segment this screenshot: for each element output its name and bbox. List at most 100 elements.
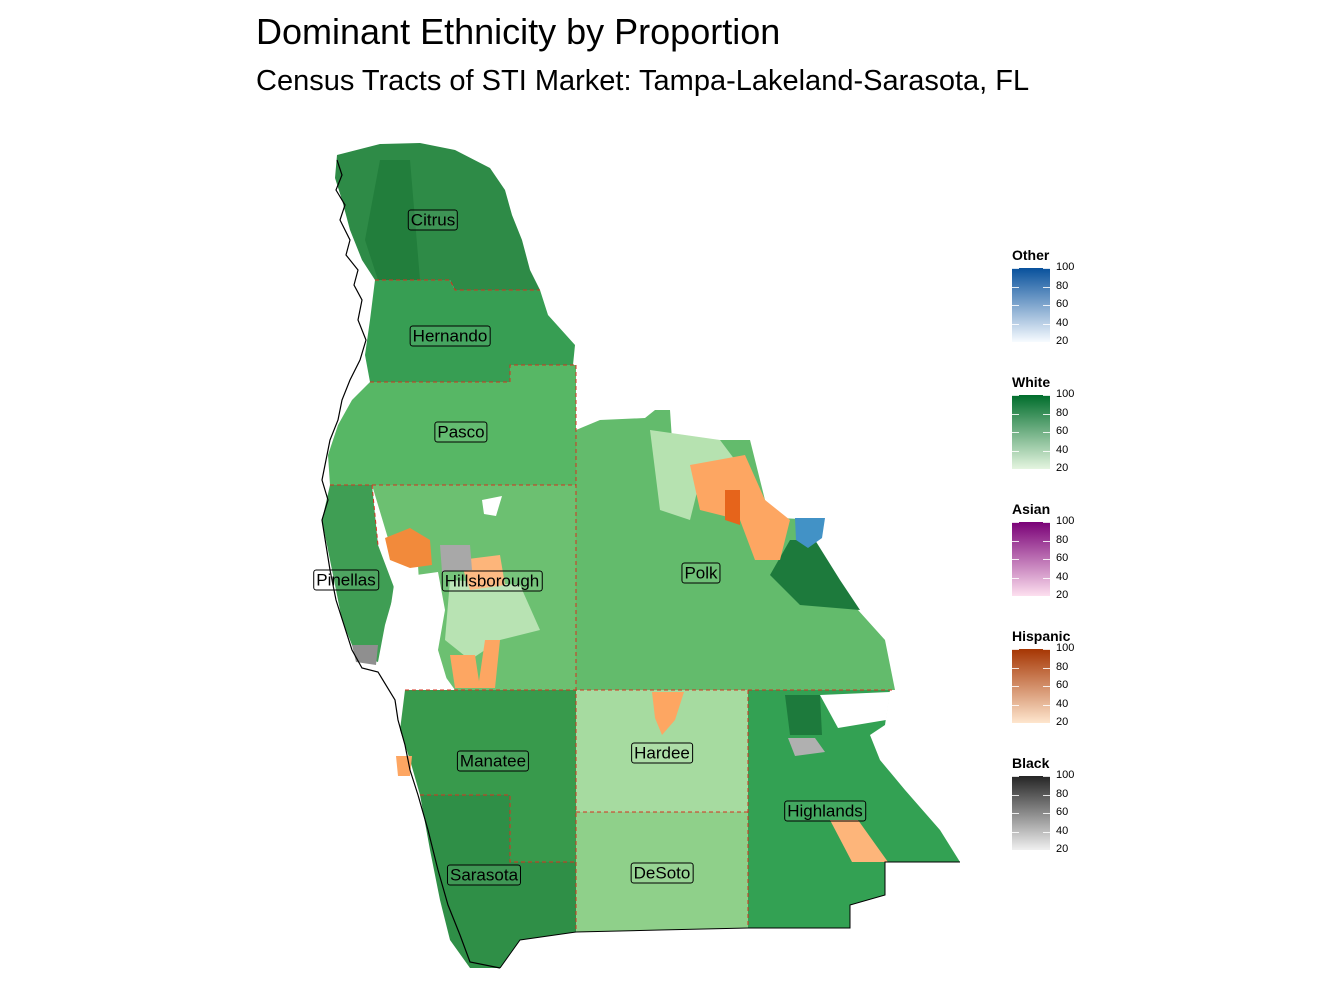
legend-tick-mark <box>1012 649 1019 650</box>
legend-tick-label: 80 <box>1056 660 1069 673</box>
legend-other: Other 100 80 60 40 20 <box>1012 246 1122 347</box>
county-label-polk: Polk <box>681 562 721 584</box>
legend-tick-mark <box>1012 305 1019 306</box>
county-label-desoto: DeSoto <box>630 862 694 884</box>
legend-tick-mark <box>1043 432 1050 433</box>
county-label-hardee: Hardee <box>631 742 693 764</box>
legend-tick-mark <box>1043 577 1050 579</box>
region-sarasota <box>420 795 576 968</box>
legend-tick-mark <box>1043 395 1050 396</box>
county-label-manatee: Manatee <box>456 750 530 772</box>
legend-tick-mark <box>1012 596 1019 597</box>
legend-tick-label: 100 <box>1056 769 1075 781</box>
legend-tick-mark <box>1043 596 1050 597</box>
legend-tick-label: 80 <box>1056 533 1069 546</box>
legend-tick-label: 60 <box>1056 552 1069 564</box>
legend-tick-mark <box>1012 540 1019 542</box>
coastline <box>321 159 501 969</box>
legend-tick-mark <box>1012 323 1019 325</box>
legend-tick-mark <box>1043 286 1050 288</box>
chart-title: Dominant Ethnicity by Proportion <box>256 11 781 52</box>
legend-title: Hispanic <box>1012 628 1071 644</box>
county-label-pasco: Pasco <box>434 421 488 443</box>
legend-title: Other <box>1012 247 1050 263</box>
legend-tick-mark <box>1012 268 1019 269</box>
legend-tick-label: 40 <box>1056 443 1069 456</box>
region-highlands-darktract <box>785 695 822 735</box>
legend-tick-mark <box>1043 268 1050 269</box>
legend-tick-label: 20 <box>1056 589 1069 601</box>
region-polk <box>576 410 895 690</box>
coastline-east <box>499 861 960 969</box>
county-label-sarasota: Sarasota <box>446 864 522 886</box>
legend-black: Black 100 80 60 40 20 <box>1012 754 1122 855</box>
lake-water-hillsborough <box>482 496 502 516</box>
legend-tick-mark <box>1012 469 1019 470</box>
legend-tick-mark <box>1012 577 1019 579</box>
legend-tick-mark <box>1012 450 1019 452</box>
legend-tick-mark <box>1043 649 1050 650</box>
legend-tick-mark <box>1012 776 1019 777</box>
legend-tick-mark <box>1043 469 1050 470</box>
legend-tick-mark <box>1012 286 1019 288</box>
legend-tick-label: 60 <box>1056 806 1069 818</box>
legend-tick-mark <box>1043 559 1050 560</box>
legend-tick-label: 20 <box>1056 462 1069 474</box>
legend-title: Asian <box>1012 501 1051 517</box>
hispanic-cluster-south-hillsborough <box>478 640 500 688</box>
legend-tick-mark <box>1043 850 1050 851</box>
legend-tick-mark <box>1012 432 1019 433</box>
county-label-hillsborough: Hillsborough <box>441 570 543 592</box>
legend-tick-mark <box>1012 794 1019 796</box>
legend-tick-label: 60 <box>1056 679 1069 691</box>
legend-tick-label: 20 <box>1056 716 1069 728</box>
legend-tick-mark <box>1043 413 1050 415</box>
legend-tick-label: 40 <box>1056 316 1069 329</box>
county-label-pinellas: Pinellas <box>313 569 379 591</box>
legend-tick-mark <box>1043 667 1050 669</box>
hispanic-cluster-polk-core <box>725 490 740 525</box>
lake-water-polk <box>820 692 890 728</box>
legend-tick-mark <box>1043 323 1050 325</box>
county-label-hernando: Hernando <box>409 325 491 347</box>
legend-tick-mark <box>1043 305 1050 306</box>
legend-tick-label: 40 <box>1056 570 1069 583</box>
legend-tick-label: 100 <box>1056 642 1075 654</box>
legend-tick-mark <box>1012 850 1019 851</box>
legend-tick-label: 100 <box>1056 261 1075 273</box>
black-cluster-stpete <box>352 645 378 665</box>
other-cluster-polk <box>795 518 825 548</box>
region-pinellas <box>322 485 395 662</box>
region-desoto <box>576 812 748 932</box>
chart-subtitle: Census Tracts of STI Market: Tampa-Lakel… <box>256 65 1030 97</box>
legend-tick-mark <box>1012 413 1019 415</box>
legend-tick-mark <box>1012 395 1019 396</box>
legend-title: White <box>1012 374 1051 390</box>
legend-tick-mark <box>1043 723 1050 724</box>
legend-tick-mark <box>1043 794 1050 796</box>
legend-title: Black <box>1012 755 1050 771</box>
region-hardee <box>576 690 748 812</box>
legend-tick-mark <box>1012 704 1019 706</box>
legend-tick-mark <box>1043 540 1050 542</box>
legend-tick-label: 40 <box>1056 697 1069 710</box>
legend-tick-mark <box>1012 686 1019 687</box>
legend-tick-mark <box>1012 831 1019 833</box>
black-cluster-highlands <box>788 738 825 756</box>
legend-tick-mark <box>1043 686 1050 687</box>
legend-tick-label: 100 <box>1056 388 1075 400</box>
legend-tick-mark <box>1043 776 1050 777</box>
legend-tick-label: 40 <box>1056 824 1069 837</box>
region-polk-darktract <box>770 540 860 610</box>
region-citrus-darkbelt <box>365 160 420 280</box>
county-boundaries <box>330 279 895 932</box>
hispanic-cluster-tampa <box>385 528 432 568</box>
legend-tick-mark <box>1012 559 1019 560</box>
legend-tick-label: 60 <box>1056 425 1069 437</box>
hispanic-cluster-hardee <box>652 692 684 735</box>
legend-tick-label: 100 <box>1056 515 1075 527</box>
legend-tick-label: 20 <box>1056 843 1069 855</box>
legend-white: White 100 80 60 40 20 <box>1012 373 1122 474</box>
region-pasco <box>328 365 576 485</box>
